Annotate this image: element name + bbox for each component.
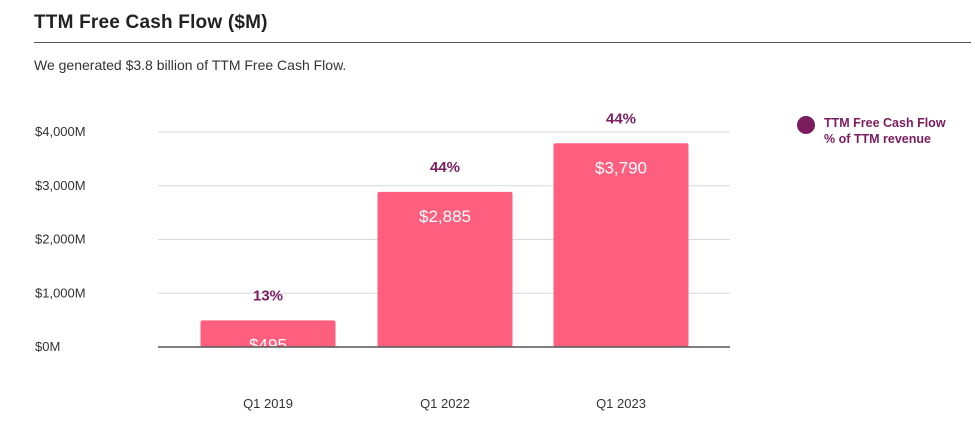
percent-label: 13% [253,287,283,304]
y-tick-label: $3,000M [35,178,86,193]
legend: TTM Free Cash Flow % of TTM revenue [797,115,946,147]
bar [553,143,689,347]
y-tick-label: $1,000M [35,285,86,300]
title-divider [34,42,971,43]
legend-label-pct: % of TTM revenue [824,132,931,146]
chart-title: TTM Free Cash Flow ($M) [34,12,268,33]
legend-label: TTM Free Cash Flow % of TTM revenue [824,115,946,147]
y-tick-label: $2,000M [35,232,86,247]
bar [200,320,336,347]
bar-value-label: $2,885 [419,207,471,226]
percent-label: 44% [430,159,460,176]
legend-label-fcf: TTM Free Cash Flow [824,116,946,130]
x-tick-label: Q1 2019 [243,396,293,411]
bar-value-label: $495 [249,335,287,354]
bar [377,191,513,347]
bar-value-label: $3,790 [595,158,647,177]
y-tick-label: $4,000M [35,124,86,139]
legend-marker [797,116,815,134]
chart-subtitle: We generated $3.8 billion of TTM Free Ca… [34,57,347,73]
percent-label: 44% [606,110,636,127]
y-tick-label: $0M [35,339,60,354]
x-tick-label: Q1 2023 [596,396,646,411]
x-tick-label: Q1 2022 [420,396,470,411]
